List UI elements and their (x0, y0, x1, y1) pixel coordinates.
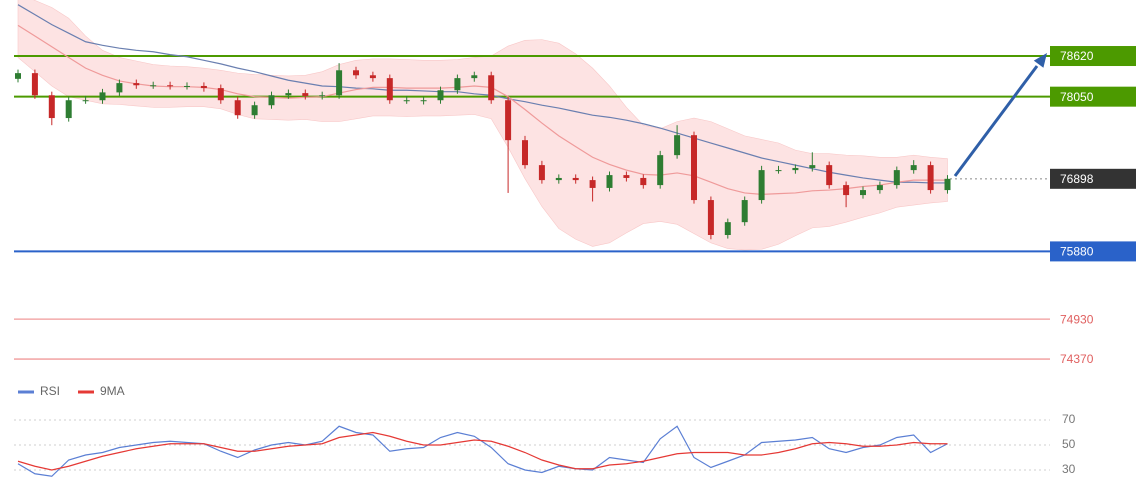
candle-body (555, 177, 562, 181)
candle-body (792, 167, 799, 171)
forecast-arrow (953, 65, 1039, 177)
candle-body (691, 135, 697, 201)
candle-body (437, 90, 444, 101)
candle-body (353, 70, 359, 76)
bollinger-band (17, 0, 948, 251)
candle-body (876, 185, 883, 191)
candle-body (505, 100, 512, 141)
candle-body (944, 178, 951, 191)
candle-body (538, 165, 545, 181)
candle-body (640, 177, 647, 186)
candle-body (910, 165, 917, 171)
candle-body (589, 180, 596, 188)
y-tick-label: 30 (1062, 462, 1076, 476)
legend-label: 9MA (100, 384, 125, 398)
candles-layer (15, 63, 951, 240)
candle-body (572, 177, 579, 181)
candle-body (65, 100, 72, 119)
candle-body (336, 70, 343, 96)
rsi-line (17, 425, 948, 477)
rsi-line (17, 431, 948, 471)
candle-body (369, 75, 376, 79)
candle-body (386, 78, 393, 101)
band-layer (17, 0, 948, 251)
moving-average (17, 4, 948, 184)
candle-body (82, 100, 89, 102)
level-label-box (1050, 168, 1136, 189)
level-label-box (1050, 46, 1136, 67)
candle-body (758, 170, 765, 201)
candle-body (31, 73, 38, 96)
moving-average (17, 24, 948, 195)
candle-body (200, 85, 207, 89)
candle-body (623, 175, 630, 178)
level-label: 78050 (1060, 90, 1094, 104)
candle-body (843, 185, 850, 196)
candle-body (893, 170, 900, 186)
candle-body (116, 83, 123, 93)
candle-body (707, 200, 714, 236)
candle-body (420, 100, 427, 102)
candle-body (724, 222, 731, 236)
candle-body (217, 88, 224, 101)
level-label: 78620 (1060, 49, 1094, 63)
candle-body (775, 170, 782, 172)
level-label: 75880 (1060, 245, 1094, 259)
candle-body (488, 75, 495, 101)
candle-body (234, 100, 241, 116)
candle-body (48, 95, 55, 119)
candle-body (167, 85, 174, 87)
legend-label: RSI (40, 384, 60, 398)
candle-body (268, 95, 275, 106)
level-label: 76898 (1060, 172, 1094, 186)
candle-body (657, 155, 664, 186)
level-label: 74370 (1060, 352, 1094, 366)
candle-body (826, 165, 833, 186)
level-label: 74930 (1060, 312, 1094, 326)
forecast-arrow-head (1033, 53, 1047, 68)
candle-body (927, 165, 934, 191)
candle-body (741, 200, 748, 223)
candle-body (133, 83, 140, 86)
candle-body (606, 175, 613, 188)
level-label-box (1050, 241, 1136, 262)
candle-body (674, 135, 681, 156)
candle-body (150, 85, 157, 87)
level-label-box (1050, 86, 1136, 107)
rsi-layer: 70 50 30 RSI 9MA (14, 384, 1076, 477)
levels-layer: 78620 78050 76898 75880 74930 74370 (14, 46, 1136, 366)
y-tick-label: 70 (1062, 412, 1076, 426)
candle-body (809, 165, 816, 168)
overlays-layer (17, 4, 948, 195)
y-tick-label: 50 (1062, 437, 1076, 451)
candle-body (302, 93, 309, 96)
candle-body (522, 140, 528, 166)
candle-body (99, 92, 106, 101)
candle-body (403, 100, 410, 102)
candle-body (471, 75, 478, 79)
candle-body (251, 105, 258, 116)
candle-body (15, 73, 21, 79)
candle-body (319, 95, 326, 97)
candle-body (860, 190, 866, 196)
candle-body (285, 93, 292, 96)
candle-body (184, 85, 190, 87)
candle-body (454, 78, 461, 91)
